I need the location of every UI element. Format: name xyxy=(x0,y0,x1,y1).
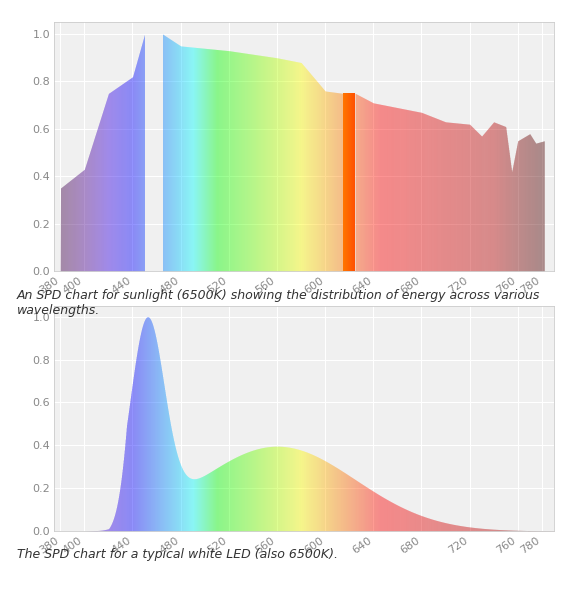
Text: The SPD chart for a typical white LED (also 6500K).: The SPD chart for a typical white LED (a… xyxy=(17,548,338,562)
Text: An SPD chart for sunlight (6500K) showing the distribution of energy across vari: An SPD chart for sunlight (6500K) showin… xyxy=(17,289,541,317)
